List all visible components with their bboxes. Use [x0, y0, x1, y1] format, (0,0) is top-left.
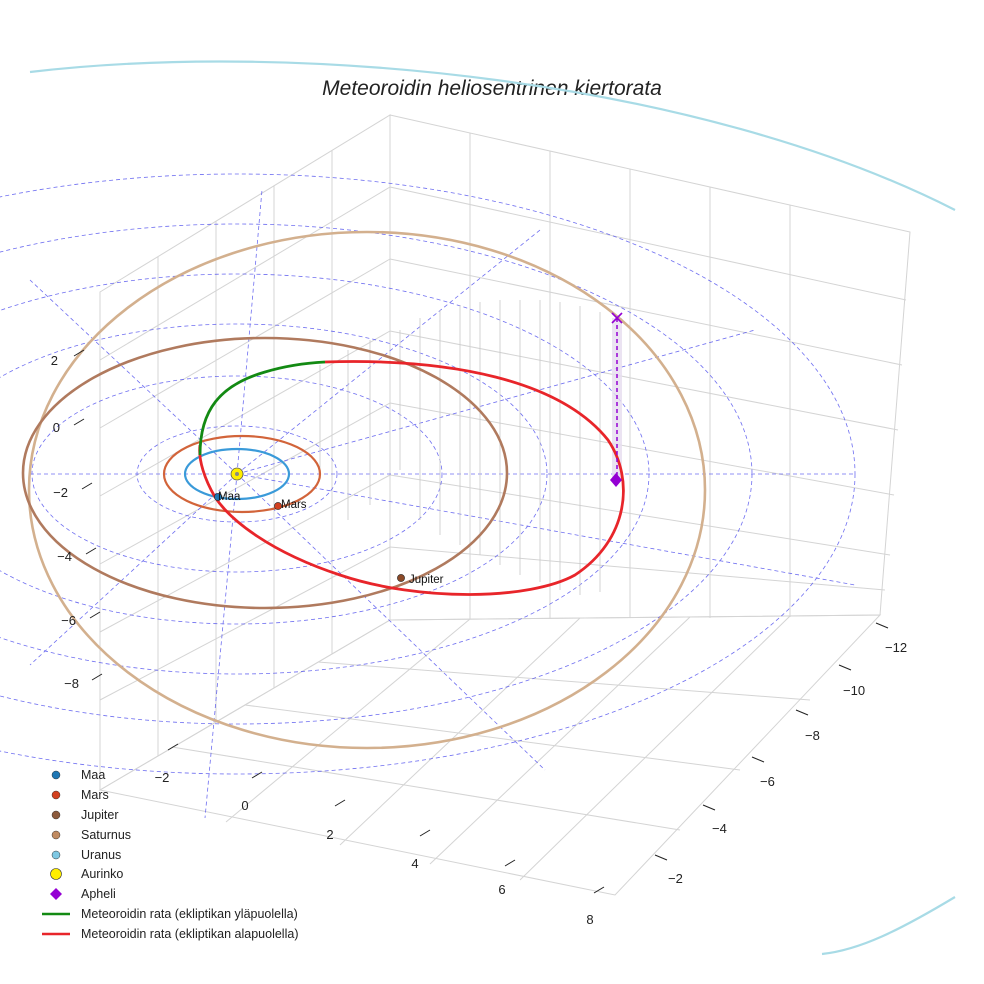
y-axis: −2 −4 −6 −8 −10 −12 — [654, 622, 907, 886]
drop-lines — [319, 300, 601, 595]
planet-mars-label: Mars — [281, 499, 307, 511]
legend-label: Jupiter — [81, 808, 119, 822]
meteoroid-orbit-above — [198, 360, 326, 456]
aphelion-above-marker — [611, 312, 623, 324]
x-tick-label: 0 — [241, 798, 248, 813]
legend-symbol-mars — [51, 790, 61, 800]
legend-label: Mars — [81, 788, 109, 802]
planet-earth-marker — [214, 493, 222, 501]
orbit-saturn — [27, 230, 707, 750]
y-tick-label: −12 — [885, 640, 907, 655]
y-tick-label: −2 — [668, 871, 683, 886]
orbit-earth — [183, 447, 291, 501]
x-tick-label: 8 — [586, 912, 593, 927]
box-grid — [98, 114, 911, 896]
x-tick-label: 4 — [411, 856, 418, 871]
y-tick-label: −10 — [843, 683, 865, 698]
legend-symbol-jupiter — [51, 810, 61, 820]
legend-symbol-sun — [50, 868, 62, 880]
legend-symbol-saturn — [51, 830, 61, 840]
legend-label: Aurinko — [81, 867, 123, 881]
planet-orbits — [21, 230, 707, 750]
z-tick-label: 2 — [51, 353, 58, 368]
y-tick-label: −4 — [712, 821, 727, 836]
meteoroid-orbit-below — [198, 360, 625, 596]
z-tick-label: −4 — [57, 549, 72, 564]
legend-label: Uranus — [81, 848, 121, 862]
legend-label: Maa — [81, 768, 105, 782]
z-tick-label: −8 — [64, 676, 79, 691]
x-tick-label: −2 — [155, 770, 170, 785]
x-axis: −2 0 2 4 6 8 — [155, 743, 605, 927]
z-tick-label: 0 — [53, 420, 60, 435]
legend-label: Meteoroidin rata (ekliptikan yläpuolella… — [81, 907, 298, 921]
z-tick-label: −2 — [53, 485, 68, 500]
planet-jupiter-marker — [397, 574, 405, 582]
x-tick-label: 6 — [498, 882, 505, 897]
legend-label: Apheli — [81, 887, 116, 901]
legend: Maa Mars Jupiter Saturnus Uranus Aurinko… — [42, 768, 298, 941]
y-tick-label: −6 — [760, 774, 775, 789]
planet-earth-label: Maa — [218, 491, 241, 503]
legend-symbol-earth — [51, 770, 61, 780]
legend-symbol-aphelion — [50, 888, 62, 900]
planet-jupiter-label: Jupiter — [409, 574, 444, 586]
x-tick-label: 2 — [326, 827, 333, 842]
legend-label: Saturnus — [81, 828, 131, 842]
legend-symbol-uranus — [51, 850, 61, 860]
aphelion-marker — [610, 473, 622, 487]
planet-mars-marker — [274, 502, 282, 510]
orbit-mars — [162, 434, 322, 514]
sun-core — [235, 472, 239, 476]
chart-title: Meteoroidin heliosentrinen kiertorata — [322, 77, 662, 100]
y-tick-label: −8 — [805, 728, 820, 743]
z-axis: 2 0 −2 −4 −6 −8 — [51, 349, 103, 691]
z-tick-label: −6 — [61, 613, 76, 628]
ecliptic-grid — [0, 173, 856, 819]
orbit-uranus — [29, 60, 956, 956]
orbit-jupiter — [21, 336, 509, 610]
legend-label: Meteoroidin rata (ekliptikan alapuolella… — [81, 927, 298, 941]
